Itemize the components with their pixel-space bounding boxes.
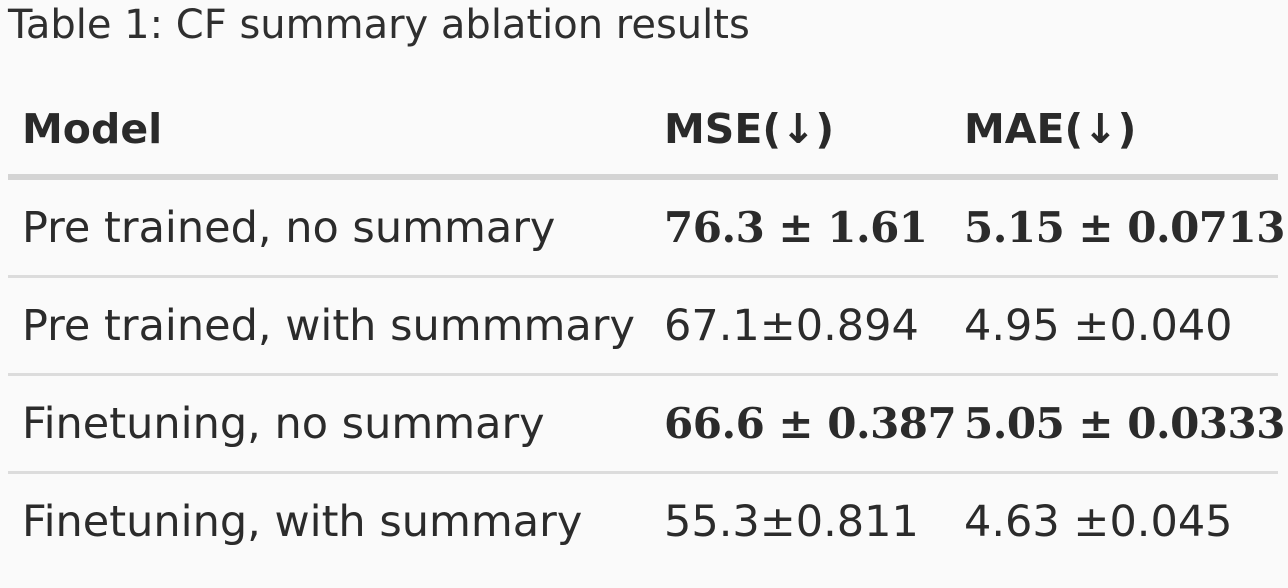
mse-cell: 55.3±0.811: [664, 496, 919, 547]
mae-cell: 5.15 ± 0.0713: [964, 203, 1285, 252]
header-model: Model: [22, 105, 163, 153]
header-mse: MSE(↓): [664, 105, 835, 153]
mae-cell: 5.05 ± 0.0333: [964, 399, 1285, 448]
mse-cell: 67.1±0.894: [664, 300, 919, 351]
mse-cell: 66.6 ± 0.387: [664, 399, 957, 448]
mse-cell: 76.3 ± 1.61: [664, 203, 928, 252]
mae-cell: 4.63 ±0.045: [964, 496, 1233, 547]
table-caption: Table 1: CF summary ablation results: [8, 2, 750, 48]
table-row: Finetuning, with summary 55.3±0.811 4.63…: [8, 474, 1278, 569]
header-mae: MAE(↓): [964, 105, 1137, 153]
results-table: Model MSE(↓) MAE(↓) Pre trained, no summ…: [8, 84, 1285, 569]
model-cell: Pre trained, no summary: [22, 202, 556, 253]
table-row: Pre trained, with summmary 67.1±0.894 4.…: [8, 278, 1278, 376]
model-cell: Finetuning, with summary: [22, 496, 583, 547]
table-header-row: Model MSE(↓) MAE(↓): [8, 84, 1278, 180]
model-cell: Finetuning, no summary: [22, 398, 545, 449]
model-cell: Pre trained, with summmary: [22, 300, 635, 351]
table-row: Pre trained, no summary 76.3 ± 1.61 5.15…: [8, 180, 1285, 278]
table-row: Finetuning, no summary 66.6 ± 0.387 5.05…: [8, 376, 1285, 474]
mae-cell: 4.95 ±0.040: [964, 300, 1233, 351]
